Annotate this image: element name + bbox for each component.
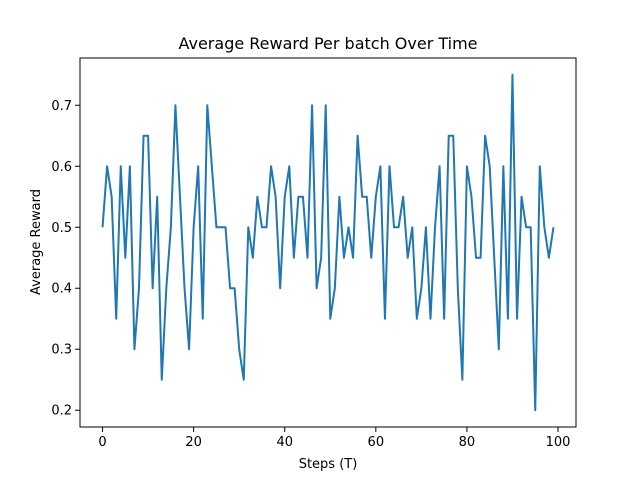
y-tick-label: 0.4 — [51, 282, 72, 297]
series-line — [101, 73, 555, 412]
y-tick-label: 0.7 — [51, 99, 72, 114]
y-axis-label: Average Reward — [29, 189, 44, 295]
x-tick-label: 100 — [546, 435, 571, 450]
x-tick-label: 20 — [185, 435, 202, 450]
y-tick-label: 0.3 — [51, 343, 72, 358]
y-tick-label: 0.5 — [51, 221, 72, 236]
y-tick-label: 0.6 — [51, 160, 72, 175]
chart-title: Average Reward Per batch Over Time — [178, 34, 477, 53]
y-tick-label: 0.2 — [51, 404, 72, 419]
x-axis: 0 20 40 60 80 100 — [98, 427, 570, 450]
x-axis-label: Steps (T) — [299, 457, 358, 472]
x-tick-label: 80 — [459, 435, 476, 450]
y-axis: 0.2 0.3 0.4 0.5 0.6 0.7 — [51, 99, 80, 419]
x-tick-label: 40 — [276, 435, 293, 450]
x-tick-label: 0 — [98, 435, 106, 450]
series-group — [101, 73, 555, 412]
x-tick-label: 60 — [368, 435, 385, 450]
plot-frame — [79, 57, 577, 428]
